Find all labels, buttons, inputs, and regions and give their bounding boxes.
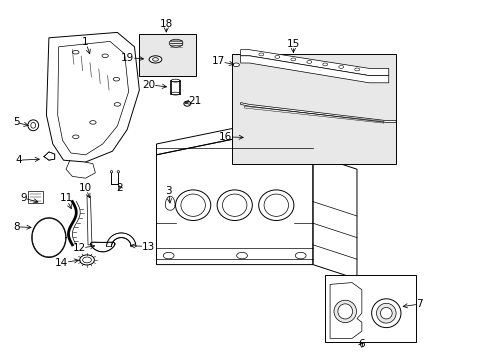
Text: 17: 17 [211, 56, 233, 66]
Text: 2: 2 [116, 183, 123, 193]
Text: 8: 8 [13, 222, 31, 232]
Ellipse shape [376, 303, 395, 323]
Text: 10: 10 [79, 183, 92, 198]
Text: 12: 12 [72, 243, 94, 253]
Ellipse shape [149, 56, 162, 63]
Polygon shape [165, 196, 175, 210]
Bar [28, 191, 43, 203]
Text: 15: 15 [286, 39, 300, 53]
Text: 9: 9 [20, 193, 38, 203]
Ellipse shape [333, 300, 356, 323]
Text: 21: 21 [184, 96, 201, 106]
Polygon shape [106, 233, 136, 247]
Text: 1: 1 [82, 37, 90, 54]
Polygon shape [329, 283, 361, 338]
Text: 5: 5 [13, 117, 28, 127]
Ellipse shape [171, 92, 180, 95]
Polygon shape [240, 103, 395, 122]
Ellipse shape [380, 307, 391, 319]
Ellipse shape [80, 255, 94, 265]
Text: 3: 3 [165, 186, 172, 203]
Text: 14: 14 [55, 258, 78, 268]
Polygon shape [240, 56, 388, 83]
Polygon shape [44, 152, 55, 160]
Ellipse shape [171, 79, 180, 82]
Text: 13: 13 [131, 242, 155, 252]
Text: 19: 19 [121, 53, 143, 63]
Text: 20: 20 [142, 80, 166, 90]
Text: 4: 4 [15, 155, 39, 165]
Text: 7: 7 [403, 299, 422, 309]
Ellipse shape [152, 58, 158, 61]
Ellipse shape [232, 63, 239, 67]
Bar [139, 34, 195, 76]
Text: 18: 18 [159, 19, 173, 32]
Text: 6: 6 [358, 339, 365, 349]
Ellipse shape [337, 304, 352, 319]
Text: 11: 11 [59, 193, 73, 208]
Polygon shape [87, 196, 92, 245]
Bar [232, 54, 395, 164]
Text: 16: 16 [219, 132, 243, 142]
Polygon shape [240, 50, 388, 76]
Bar [325, 275, 415, 342]
Ellipse shape [371, 299, 400, 328]
